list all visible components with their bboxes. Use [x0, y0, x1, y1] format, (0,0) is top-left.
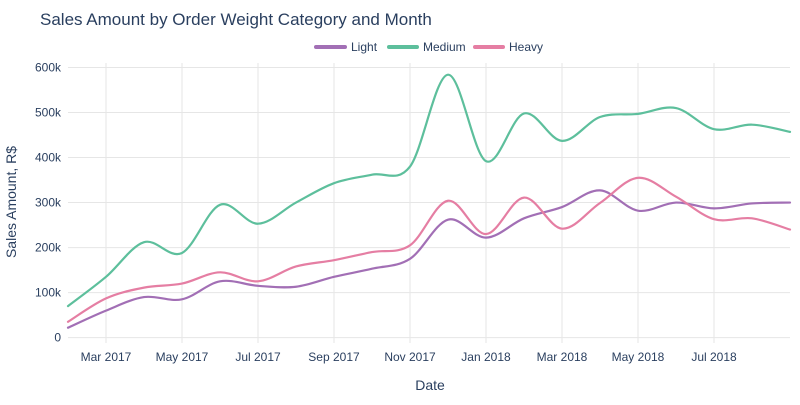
- series-line-heavy[interactable]: [66, 176, 792, 323]
- y-tick-label: 300k: [35, 196, 62, 210]
- chart-title: Sales Amount by Order Weight Category an…: [40, 10, 432, 29]
- legend-label-heavy: Heavy: [509, 40, 543, 54]
- x-tick-label: May 2017: [156, 350, 209, 364]
- series-lines: [66, 73, 792, 329]
- legend-label-medium: Medium: [423, 40, 466, 54]
- legend[interactable]: Light Medium Heavy: [314, 40, 543, 54]
- y-tick-label: 600k: [35, 61, 62, 75]
- y-tick-label: 500k: [35, 106, 62, 120]
- x-tick-label: Jan 2018: [461, 350, 511, 364]
- x-tick-label: Sep 2017: [308, 350, 360, 364]
- legend-item-heavy[interactable]: Heavy: [473, 40, 543, 54]
- series-line-medium[interactable]: [66, 73, 792, 308]
- y-tick-label: 100k: [35, 286, 62, 300]
- x-tick-label: Mar 2018: [537, 350, 588, 364]
- legend-item-medium[interactable]: Medium: [387, 40, 466, 54]
- legend-label-light: Light: [351, 40, 378, 54]
- y-tick-label: 0: [54, 331, 61, 345]
- x-tick-label: Jul 2018: [691, 350, 737, 364]
- x-tick-label: May 2018: [612, 350, 665, 364]
- x-tick-label: Mar 2017: [81, 350, 132, 364]
- y-axis-title: Sales Amount, R$: [3, 146, 19, 258]
- series-line-light[interactable]: [66, 189, 792, 329]
- x-axis-title: Date: [415, 377, 445, 393]
- y-tick-label: 200k: [35, 241, 62, 255]
- axis-ticks: 0 100k 200k 300k 400k 500k 600k Mar 2017 May 201…: [35, 61, 737, 364]
- x-tick-label: Nov 2017: [384, 350, 436, 364]
- legend-item-light[interactable]: Light: [314, 40, 378, 54]
- x-tick-label: Jul 2017: [235, 350, 281, 364]
- y-tick-label: 400k: [35, 151, 62, 165]
